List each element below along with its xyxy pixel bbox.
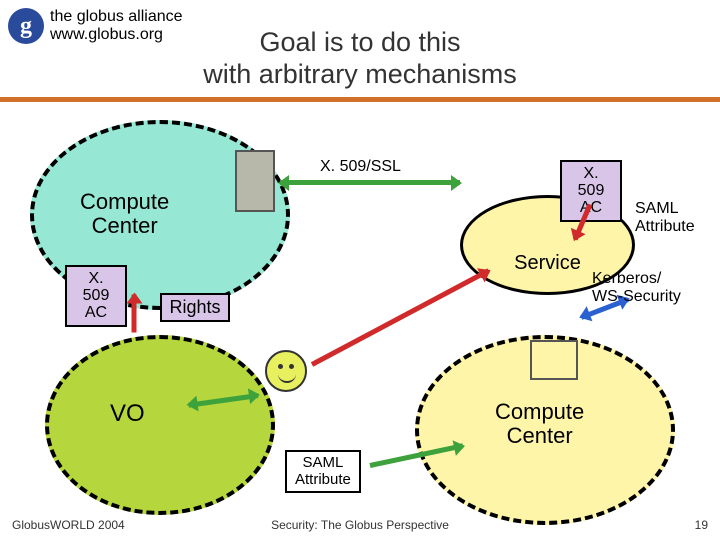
vo-label: VO: [110, 400, 145, 428]
edge-label-saml-attribute: SAML Attribute: [635, 200, 695, 235]
title-underline: [0, 97, 720, 102]
vo-ellipse: [45, 335, 275, 515]
saml-attribute-box: SAML Attribute: [285, 450, 361, 493]
arrow-face-to-service: [311, 268, 490, 366]
slide-title: Goal is to do this with arbitrary mechan…: [0, 26, 720, 91]
edge-label-x509ssl: X. 509/SSL: [320, 158, 401, 176]
rights-box: Rights: [160, 293, 230, 322]
footer-right: 19: [695, 518, 708, 532]
logo-line1: the globus alliance: [50, 8, 183, 26]
user-face-icon: [265, 350, 307, 392]
footer-center: Security: The Globus Perspective: [0, 518, 720, 532]
grey-rect-2: [530, 340, 578, 380]
compute-center-2-label: Compute Center: [495, 400, 584, 448]
arrow-rights-up: [132, 295, 137, 333]
x509-ac-box-1: X. 509 AC: [65, 265, 127, 327]
edge-label-kerberos: Kerberos/ WS-Security: [592, 270, 681, 305]
compute-center-1-label: Compute Center: [80, 190, 169, 238]
grey-rect-1: [235, 150, 275, 212]
x509-ac-box-2: X. 509 AC: [560, 160, 622, 222]
arrow-x509ssl: [280, 180, 460, 185]
